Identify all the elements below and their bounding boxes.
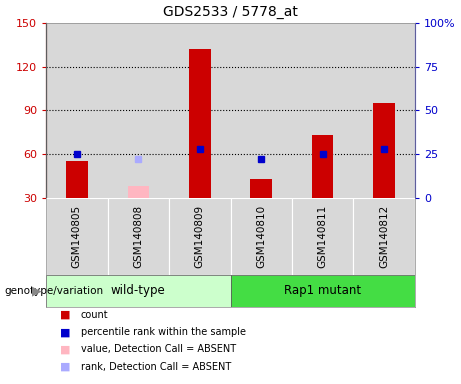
Text: ■: ■ [60, 310, 71, 320]
Text: ■: ■ [60, 344, 71, 354]
Bar [46, 23, 107, 198]
Bar [46, 198, 107, 275]
Text: rank, Detection Call = ABSENT: rank, Detection Call = ABSENT [81, 362, 231, 372]
Bar [107, 198, 169, 275]
Bar [354, 23, 415, 198]
Text: GSM140811: GSM140811 [318, 205, 328, 268]
Bar [66, 161, 88, 198]
Bar [46, 275, 230, 306]
Text: Rap1 mutant: Rap1 mutant [284, 285, 361, 297]
Text: ■: ■ [60, 362, 71, 372]
Text: wild-type: wild-type [111, 285, 165, 297]
Text: GSM140809: GSM140809 [195, 205, 205, 268]
Bar [169, 198, 230, 275]
Text: ▶: ▶ [32, 285, 41, 297]
Bar [189, 49, 211, 198]
Text: count: count [81, 310, 108, 320]
Bar [292, 23, 354, 198]
Bar [230, 198, 292, 275]
Bar [230, 275, 415, 306]
Bar [312, 135, 333, 198]
Bar [292, 198, 354, 275]
Text: percentile rank within the sample: percentile rank within the sample [81, 327, 246, 337]
Text: GSM140810: GSM140810 [256, 205, 266, 268]
Text: GSM140812: GSM140812 [379, 205, 389, 268]
Text: genotype/variation: genotype/variation [5, 286, 104, 296]
Bar [169, 23, 230, 198]
Bar [230, 23, 292, 198]
Bar [128, 186, 149, 198]
Bar [373, 103, 395, 198]
Bar [250, 179, 272, 198]
Text: GSM140808: GSM140808 [133, 205, 143, 268]
Text: value, Detection Call = ABSENT: value, Detection Call = ABSENT [81, 344, 236, 354]
Bar [354, 198, 415, 275]
Text: ■: ■ [60, 327, 71, 337]
Bar [107, 23, 169, 198]
Text: GSM140805: GSM140805 [72, 205, 82, 268]
Title: GDS2533 / 5778_at: GDS2533 / 5778_at [163, 5, 298, 19]
